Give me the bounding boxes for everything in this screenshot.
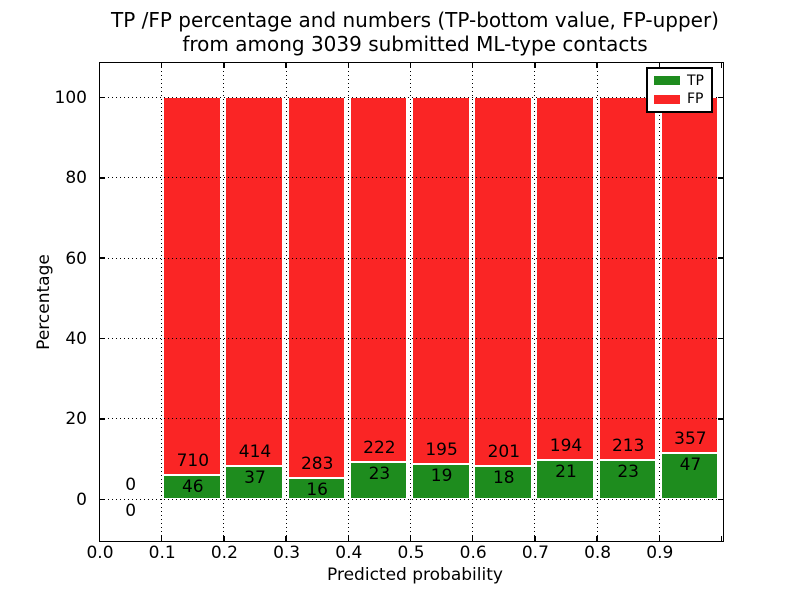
x-tick-mark [409,535,412,541]
x-axis-label: Predicted probability [327,565,503,585]
y-tick-mark [99,96,105,99]
x-tick-label: 0.8 [584,543,612,563]
chart-title-line2: from among 3039 submitted ML-type contac… [182,32,648,56]
fp-count-label: 414 [238,442,272,463]
tp-count-label: 23 [368,463,391,484]
bar-segment-tp [163,474,221,500]
bar-segment-tp [536,460,595,500]
y-tick-mark [99,177,105,179]
x-tick-mark [347,62,350,68]
x-tick-mark [223,535,225,541]
tp-count-label: 46 [181,476,204,497]
y-tick-mark [717,337,723,340]
legend-item-fp: FP [654,92,711,106]
bar-segment-fp [225,97,284,467]
legend: TP FP [646,67,713,113]
x-tick-mark [596,535,598,541]
x-tick-label: 0.9 [646,543,674,563]
fp-count-label: 222 [363,437,396,458]
fp-count-label: 283 [300,453,334,474]
tp-count-label: 21 [555,462,577,483]
x-tick-label: 0.6 [459,543,487,563]
x-tick-label: 0.5 [397,543,425,563]
x-tick-mark [720,535,723,541]
x-tick-mark [471,535,474,541]
y-tick-mark [99,337,105,340]
bar-segment-fp [412,97,470,464]
x-tick-mark [596,62,598,68]
x-tick-mark [658,535,661,541]
x-tick-mark [534,62,536,68]
fp-count-label: 710 [176,450,210,471]
bar-segment-tp [474,466,532,500]
bar-segment-fp [287,97,346,478]
bar-segment-tp [598,460,657,500]
x-tick-label: 0.2 [210,543,238,563]
x-tick-mark [98,62,101,68]
y-tick-mark [99,418,105,420]
y-tick-mark [717,257,723,259]
bar-segment-fp [598,97,657,461]
fp-count-label: 213 [611,436,645,457]
tp-count-label: 18 [492,468,515,489]
x-tick-mark [160,62,163,68]
bar-segment-fp [660,97,719,453]
y-tick-label: 20 [65,409,87,430]
x-tick-label: 0.4 [335,543,363,563]
chart-title: TP /FP percentage and numbers (TP-bottom… [100,8,730,56]
tp-count-label: 47 [679,454,702,475]
x-tick-mark [160,535,163,541]
fp-count-label: 0 [125,475,137,496]
y-tick-mark [99,257,105,259]
legend-label-tp: TP [687,72,704,89]
y-tick-mark [717,96,723,99]
y-tick-mark [717,177,723,179]
plot-area: 0 0 710 46 414 37 283 16 222 23 195 19 201 18 194 21 213… [98,61,724,542]
x-tick-label: 0.0 [86,543,114,563]
bar-segment-fp [163,97,221,475]
x-tick-mark [223,62,225,68]
fp-color-swatch [654,94,680,104]
bar-segment-fp [536,97,595,461]
fp-count-label: 194 [549,436,583,457]
y-tick-label: 60 [65,248,87,269]
tp-count-label: 16 [306,479,328,500]
x-tick-label: 0.1 [148,543,176,563]
bar-segment-tp [225,466,284,500]
tp-count-label: 37 [244,468,266,489]
x-tick-mark [471,62,474,68]
x-tick-mark [347,535,350,541]
x-tick-mark [720,62,723,68]
x-tick-mark [98,535,101,541]
bar-segment-fp [349,97,408,462]
x-tick-mark [285,62,287,68]
tp-count-label: 0 [125,501,137,522]
bar-segment-tp [349,461,408,500]
bar-segment-tp [660,452,719,500]
y-tick-mark [717,418,723,420]
bar-segment-tp [412,463,470,500]
bar-segment-fp [474,97,532,467]
y-tick-label: 40 [65,329,87,350]
y-tick-label: 0 [76,489,87,510]
x-tick-mark [409,62,412,68]
tp-color-swatch [654,76,680,86]
fp-count-label: 195 [425,439,458,460]
chart-title-line1: TP /FP percentage and numbers (TP-bottom… [111,8,719,32]
x-tick-mark [285,535,287,541]
legend-item-tp: TP [654,74,711,88]
tp-count-label: 19 [430,465,453,486]
fp-count-label: 357 [674,428,707,449]
legend-label-fp: FP [687,91,704,108]
y-tick-label: 100 [54,87,87,108]
y-tick-label: 80 [65,168,87,189]
bar-segment-tp [287,477,346,500]
y-tick-mark [717,498,723,501]
x-tick-mark [534,535,536,541]
tp-count-label: 23 [617,462,639,483]
x-tick-label: 0.3 [273,543,301,563]
x-tick-label: 0.7 [521,543,549,563]
fp-count-label: 201 [487,442,521,463]
